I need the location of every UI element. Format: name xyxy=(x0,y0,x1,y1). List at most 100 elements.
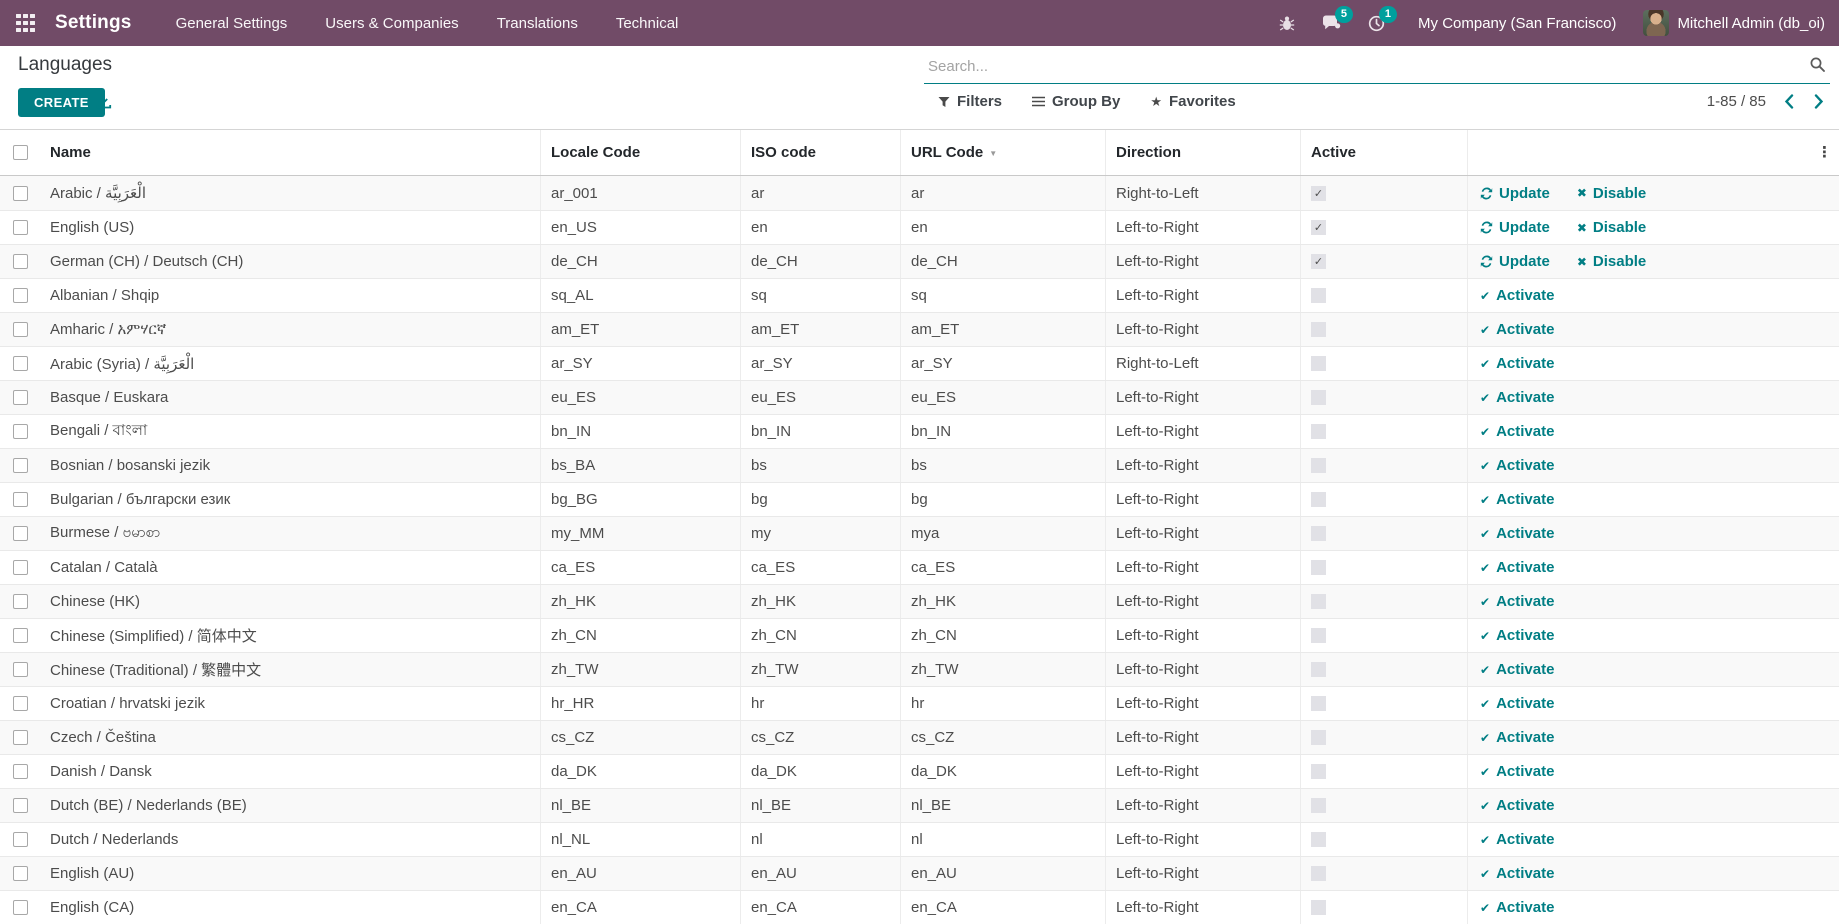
table-row[interactable]: Czech / Čeština cs_CZ cs_CZ cs_CZ Left-to-Ri… xyxy=(0,720,1839,754)
activate-button[interactable]: ✔ Activate xyxy=(1480,627,1555,644)
app-name[interactable]: Settings xyxy=(55,12,132,33)
table-row[interactable]: English (AU) en_AU en_AU en_AU Left-to-Right… xyxy=(0,856,1839,890)
apps-menu-icon[interactable] xyxy=(16,13,35,33)
table-row[interactable]: German (CH) / Deutsch (CH) de_CH de_CH de_C… xyxy=(0,244,1839,278)
activities-icon[interactable]: 1 xyxy=(1368,5,1398,32)
row-checkbox[interactable] xyxy=(12,696,28,711)
user-menu[interactable]: Mitchell Admin (db_oi) xyxy=(1643,10,1825,36)
col-header-locale[interactable]: Locale Code xyxy=(540,130,740,175)
activate-button[interactable]: ✔ Activate xyxy=(1480,593,1555,610)
search-input[interactable] xyxy=(924,46,1830,83)
disable-button[interactable]: ✖ Disable xyxy=(1576,253,1647,270)
row-checkbox[interactable] xyxy=(12,458,28,473)
activate-button[interactable]: ✔ Activate xyxy=(1480,423,1555,440)
activate-button[interactable]: ✔ Activate xyxy=(1480,287,1555,304)
messages-icon[interactable]: 5 xyxy=(1322,5,1354,32)
table-row[interactable]: Burmese / ဗမာစာ my_MM my mya Left-to-Right ✔ A… xyxy=(0,516,1839,550)
table-row[interactable]: Bengali / বাংলা bn_IN bn_IN bn_IN Left-to-Ri… xyxy=(0,414,1839,448)
create-button[interactable]: CREATE xyxy=(18,88,105,117)
activate-button[interactable]: ✔ Activate xyxy=(1480,457,1555,474)
table-row[interactable]: Croatian / hrvatski jezik hr_HR hr hr Left-t… xyxy=(0,686,1839,720)
menu-translations[interactable]: Translations xyxy=(496,14,578,32)
row-checkbox[interactable] xyxy=(12,220,28,235)
table-row[interactable]: Arabic (Syria) / الْعَرَبِيَّة ar_SY ar_SY… xyxy=(0,346,1839,380)
update-button[interactable]: Update xyxy=(1480,219,1550,236)
table-row[interactable]: Bosnian / bosanski jezik bs_BA bs bs Left-to… xyxy=(0,448,1839,482)
activate-button[interactable]: ✔ Activate xyxy=(1480,729,1555,746)
activate-button[interactable]: ✔ Activate xyxy=(1480,831,1555,848)
update-button[interactable]: Update xyxy=(1480,185,1550,202)
cell-iso-code: en_AU xyxy=(740,857,900,890)
table-row[interactable]: Chinese (HK) zh_HK zh_HK zh_HK Left-to-Right… xyxy=(0,584,1839,618)
col-header-url[interactable]: URL Code ▼ xyxy=(900,130,1105,175)
table-row[interactable]: Arabic / الْعَرَبِيَّة ar_001 ar ar Right-to… xyxy=(0,176,1839,210)
table-row[interactable]: English (CA) en_CA en_CA en_CA Left-to-Right… xyxy=(0,890,1839,924)
table-row[interactable]: English (US) en_US en en Left-to-Right ✓ Updat… xyxy=(0,210,1839,244)
row-checkbox[interactable] xyxy=(12,288,28,303)
row-checkbox[interactable] xyxy=(12,356,28,371)
export-icon[interactable] xyxy=(96,93,112,109)
row-checkbox[interactable] xyxy=(12,866,28,881)
row-checkbox[interactable] xyxy=(12,594,28,609)
menu-technical[interactable]: Technical xyxy=(615,14,679,32)
table-row[interactable]: Dutch (BE) / Nederlands (BE) nl_BE nl_BE nl… xyxy=(0,788,1839,822)
table-row[interactable]: Amharic / አምሃርኛ am_ET am_ET am_ET Left-to-Ri… xyxy=(0,312,1839,346)
company-switcher[interactable]: My Company (San Francisco) xyxy=(1418,14,1617,32)
activate-button[interactable]: ✔ Activate xyxy=(1480,559,1555,576)
row-checkbox[interactable] xyxy=(12,764,28,779)
activate-button[interactable]: ✔ Activate xyxy=(1480,389,1555,406)
activate-button[interactable]: ✔ Activate xyxy=(1480,491,1555,508)
column-options-icon[interactable]: ⋮ xyxy=(1817,144,1832,161)
row-checkbox[interactable] xyxy=(12,492,28,507)
table-row[interactable]: Chinese (Traditional) / 繁體中文 zh_TW zh_TW zh… xyxy=(0,652,1839,686)
row-checkbox[interactable] xyxy=(12,832,28,847)
row-checkbox[interactable] xyxy=(12,560,28,575)
table-row[interactable]: Chinese (Simplified) / 简体中文 zh_CN zh_CN zh_… xyxy=(0,618,1839,652)
col-header-active[interactable]: Active xyxy=(1300,130,1467,175)
col-header-name[interactable]: Name xyxy=(50,144,91,161)
table-row[interactable]: Dutch / Nederlands nl_NL nl nl Left-to-Right… xyxy=(0,822,1839,856)
table-row[interactable]: Danish / Dansk da_DK da_DK da_DK Left-to-Rig… xyxy=(0,754,1839,788)
pager-previous-icon[interactable] xyxy=(1782,92,1796,111)
activate-button[interactable]: ✔ Activate xyxy=(1480,355,1555,372)
row-checkbox[interactable] xyxy=(12,798,28,813)
cell-active xyxy=(1300,687,1467,720)
update-button[interactable]: Update xyxy=(1480,253,1550,270)
col-header-direction[interactable]: Direction xyxy=(1105,130,1300,175)
activate-button[interactable]: ✔ Activate xyxy=(1480,661,1555,678)
table-row[interactable]: Catalan / Català ca_ES ca_ES ca_ES Left-to-R… xyxy=(0,550,1839,584)
col-header-iso[interactable]: ISO code xyxy=(740,130,900,175)
search-icon[interactable] xyxy=(1809,56,1826,73)
debug-bug-icon[interactable] xyxy=(1279,15,1295,32)
pager-range[interactable]: 1-85 / 85 xyxy=(1706,93,1766,110)
pager-next-icon[interactable] xyxy=(1812,92,1826,111)
row-checkbox[interactable] xyxy=(12,900,28,915)
table-row[interactable]: Basque / Euskara eu_ES eu_ES eu_ES Left-to-R… xyxy=(0,380,1839,414)
activate-button[interactable]: ✔ Activate xyxy=(1480,865,1555,882)
row-checkbox[interactable] xyxy=(12,628,28,643)
row-checkbox[interactable] xyxy=(12,185,28,201)
menu-users-companies[interactable]: Users & Companies xyxy=(325,14,459,32)
row-checkbox[interactable] xyxy=(12,526,28,541)
row-checkbox[interactable] xyxy=(12,662,28,677)
favorites-button[interactable]: ★ Favorites xyxy=(1150,93,1236,110)
group-by-button[interactable]: Group By xyxy=(1032,93,1120,110)
filters-button[interactable]: Filters xyxy=(938,93,1002,110)
row-checkbox[interactable] xyxy=(12,424,28,439)
table-row[interactable]: Albanian / Shqip sq_AL sq sq Left-to-Right ✔ A… xyxy=(0,278,1839,312)
activate-button[interactable]: ✔ Activate xyxy=(1480,797,1555,814)
activate-button[interactable]: ✔ Activate xyxy=(1480,321,1555,338)
disable-button[interactable]: ✖ Disable xyxy=(1576,184,1647,202)
disable-button[interactable]: ✖ Disable xyxy=(1576,219,1647,236)
activate-button[interactable]: ✔ Activate xyxy=(1480,763,1555,780)
row-checkbox[interactable] xyxy=(12,390,28,405)
select-all-checkbox[interactable] xyxy=(12,145,28,160)
row-checkbox[interactable] xyxy=(12,730,28,745)
row-checkbox[interactable] xyxy=(12,254,28,269)
menu-general-settings[interactable]: General Settings xyxy=(175,14,288,32)
activate-button[interactable]: ✔ Activate xyxy=(1480,525,1555,542)
table-row[interactable]: Bulgarian / български език bg_BG bg bg Left-… xyxy=(0,482,1839,516)
row-checkbox[interactable] xyxy=(12,322,28,337)
activate-button[interactable]: ✔ Activate xyxy=(1480,899,1555,916)
activate-button[interactable]: ✔ Activate xyxy=(1480,695,1555,712)
